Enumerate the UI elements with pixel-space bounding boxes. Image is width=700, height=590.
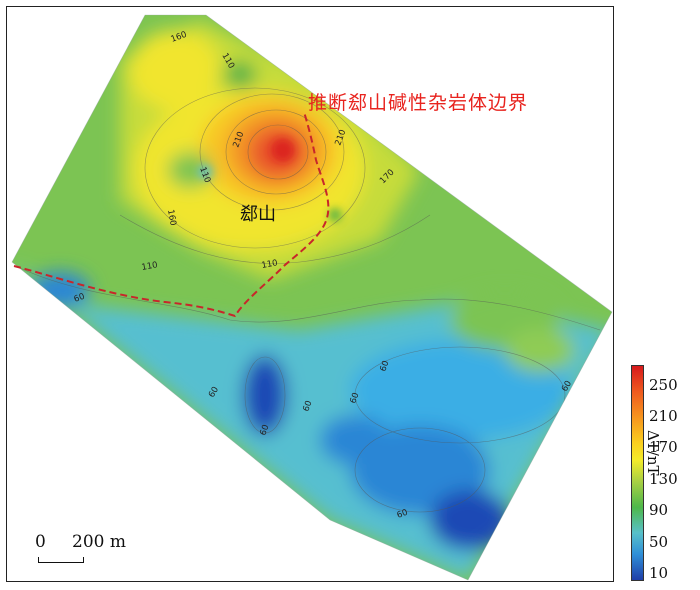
- contour-label: 60: [560, 379, 574, 393]
- colorbar-tick: 50: [649, 533, 669, 551]
- contour-label: 60: [378, 359, 391, 373]
- colorbar-tick: 170: [649, 438, 678, 456]
- boundary-label: 推断郄山碱性杂岩体边界: [308, 92, 529, 114]
- colorbar-unit: ΔT/nT: [644, 430, 662, 476]
- contour-label: 60: [207, 385, 221, 399]
- colorbar-tick: 90: [649, 501, 669, 519]
- contour-label: 60: [73, 292, 87, 305]
- scale-bar: [38, 557, 84, 563]
- contour-label: 110: [261, 258, 279, 271]
- contour-label: 60: [258, 423, 271, 437]
- colorbar-tick: 10: [649, 564, 669, 582]
- contour-label: 60: [396, 508, 410, 521]
- scale-zero-label: 0: [35, 532, 46, 552]
- place-label: 郄山: [240, 204, 276, 225]
- contour-label: 110: [141, 260, 159, 273]
- colorbar-tick: 210: [649, 407, 678, 425]
- contour-label: 160: [165, 209, 178, 227]
- contour-label: 60: [301, 399, 314, 413]
- inferred-boundary-line: [13, 111, 330, 318]
- colorbar-tick: 130: [649, 470, 678, 488]
- scale-distance-label: 200 m: [72, 532, 126, 552]
- colorbar: [631, 365, 644, 581]
- colorbar-tick: 250: [649, 376, 678, 394]
- contour-label: 60: [348, 391, 361, 405]
